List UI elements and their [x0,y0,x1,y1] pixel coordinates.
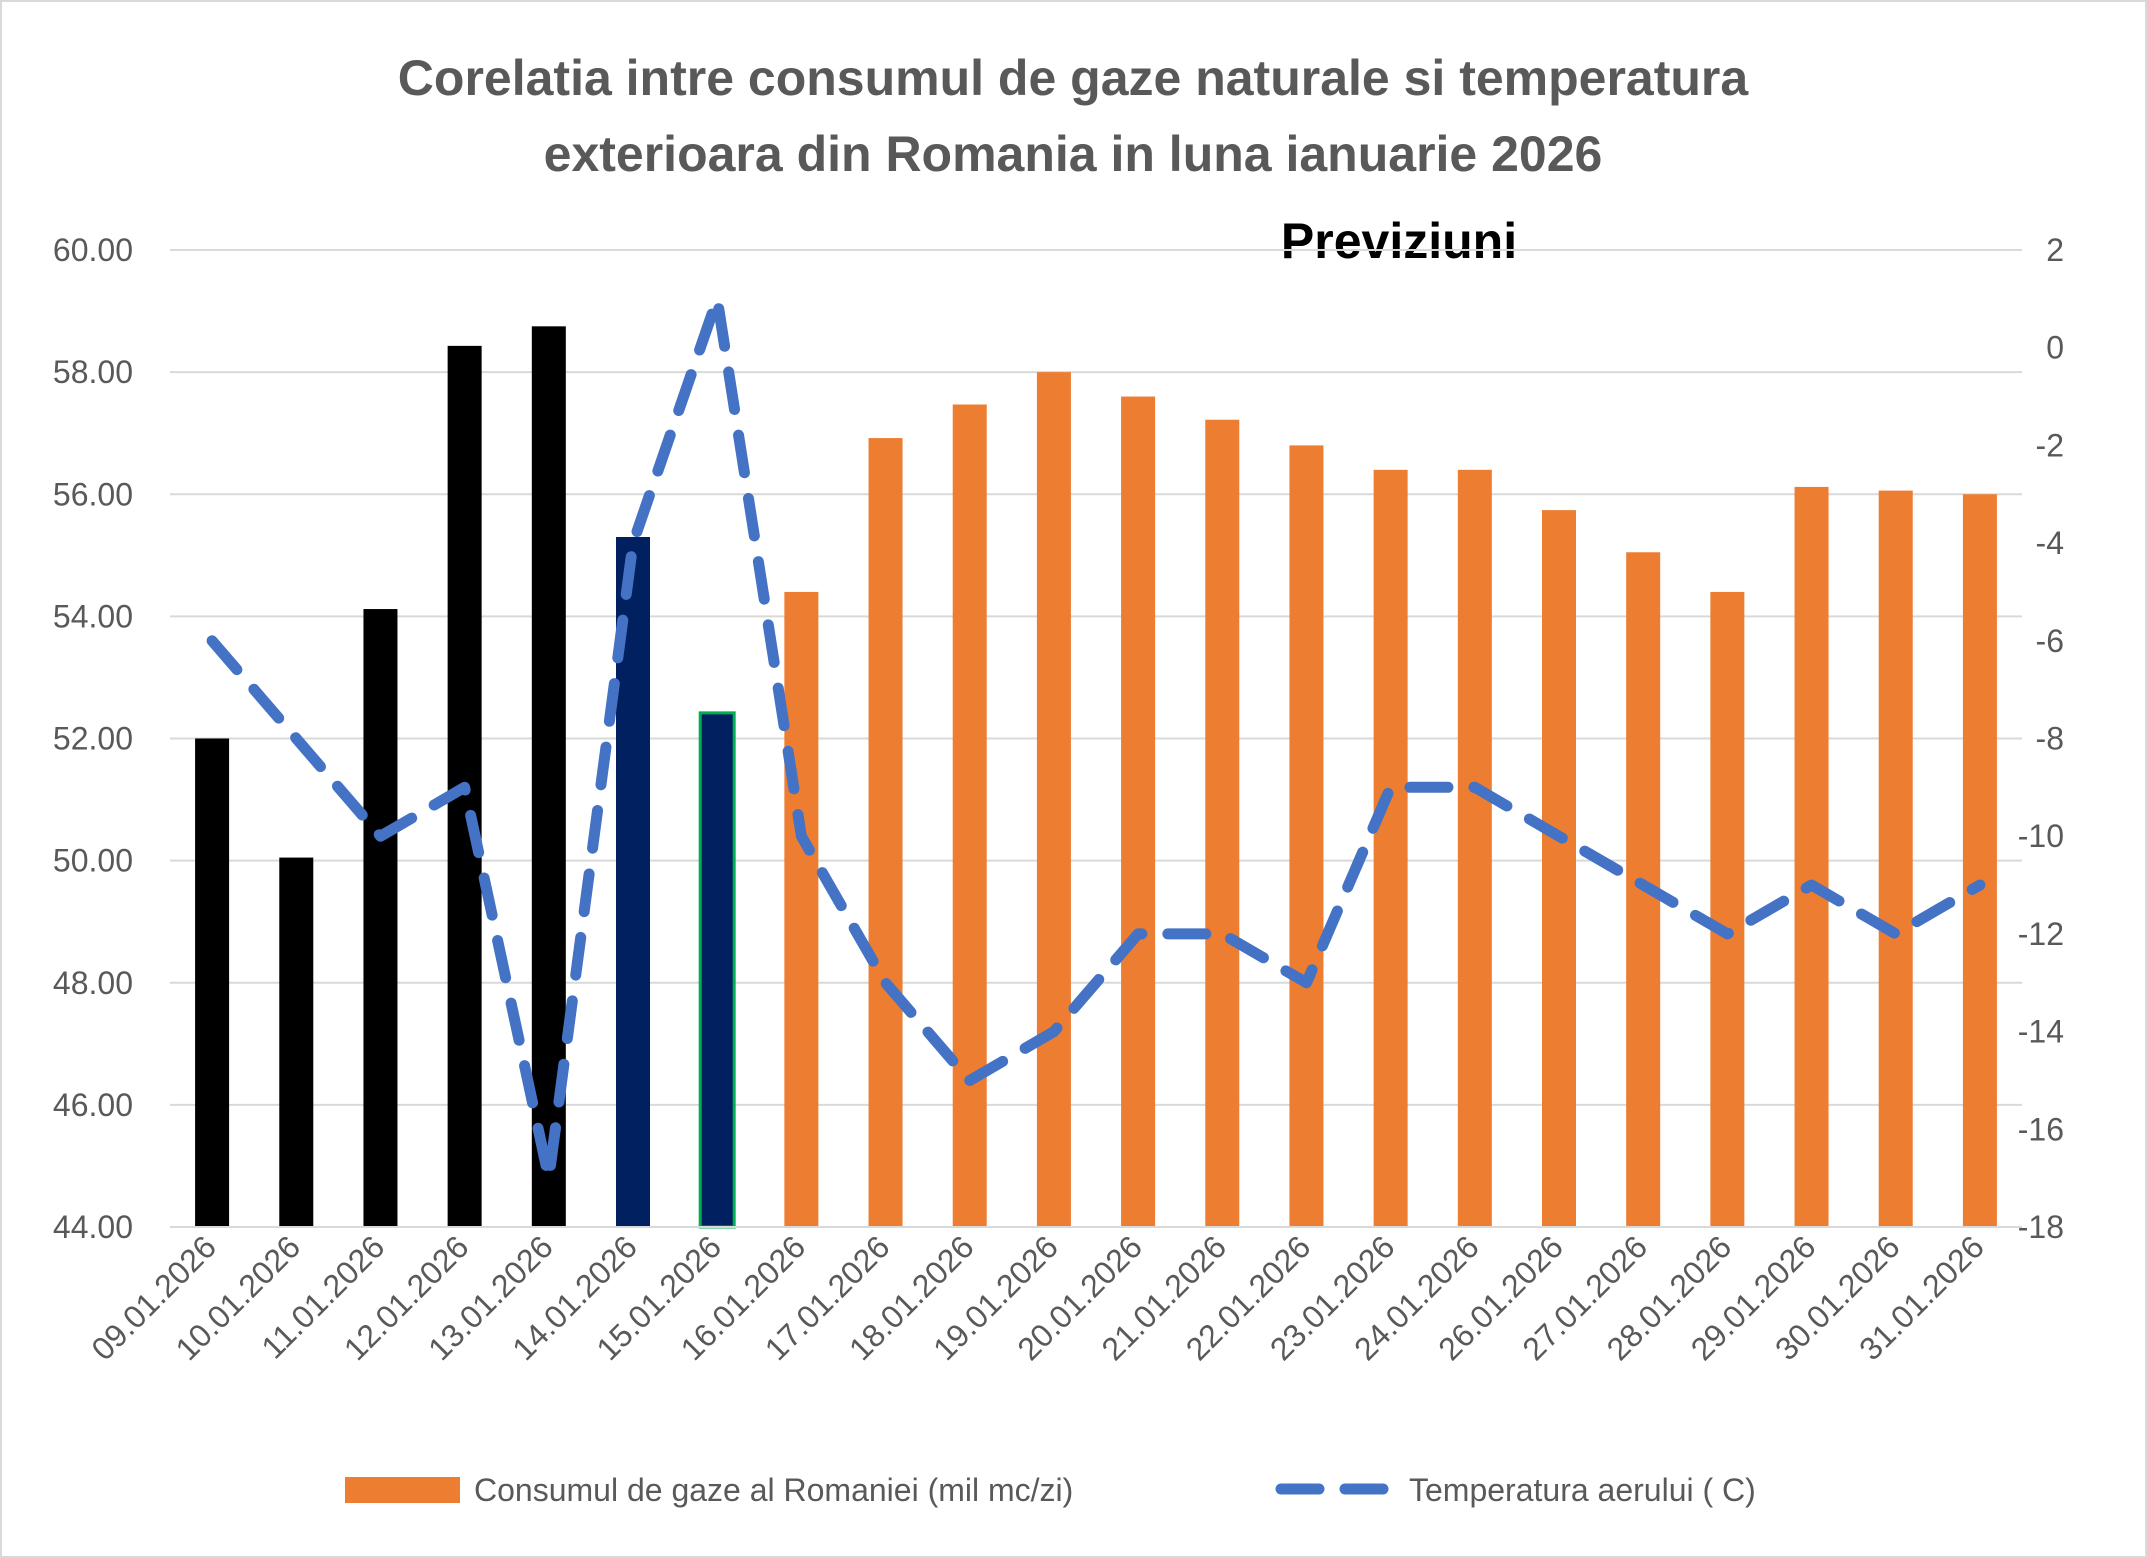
right-axis-tick-label: -16 [2018,1111,2064,1147]
bar-20.01.2026 [1121,396,1156,1227]
right-axis-tick-label: -2 [2036,427,2064,463]
chart-title-line-2: exterioara din Romania in luna ianuarie … [544,126,1603,182]
right-axis-tick-label: -6 [2036,623,2064,659]
bar-29.01.2026 [1794,486,1829,1227]
right-axis-tick-label: -8 [2036,721,2064,757]
left-axis-tick-label: 48.00 [53,965,133,1001]
left-axis-tick-label: 60.00 [53,232,133,268]
temperature-series-line [206,293,1986,1184]
temperature-line-layer [206,293,1986,1184]
legend-label-consumption: Consumul de gaze al Romaniei (mil mc/zi) [474,1472,1073,1508]
bar-19.01.2026 [1036,372,1071,1227]
right-axis-tick-label: -18 [2018,1209,2064,1245]
bar-18.01.2026 [952,404,987,1227]
bar-09.01.2026 [195,738,230,1227]
legend-label-temperature: Temperatura aerului ( C) [1409,1472,1756,1508]
bar-17.01.2026 [868,438,903,1227]
bar-24.01.2026 [1457,469,1492,1227]
left-axis-tick-label: 46.00 [53,1087,133,1123]
right-axis-tick-label: -10 [2018,818,2064,854]
bars-layer [195,326,1997,1229]
bar-26.01.2026 [1542,510,1576,1228]
left-axis-tick-label: 56.00 [53,476,133,512]
right-axis-tick-label: -14 [2018,1014,2064,1050]
legend-swatch-consumption [345,1477,460,1503]
legend: Consumul de gaze al Romaniei (mil mc/zi)… [345,1472,1756,1508]
right-axis-tick-label: 2 [2046,232,2064,268]
bar-10.01.2026 [279,857,314,1227]
left-axis-tick-label: 52.00 [53,721,133,757]
bar-23.01.2026 [1373,469,1408,1227]
right-axis-tick-label: -4 [2036,525,2064,561]
bar-30.01.2026 [1878,490,1913,1227]
left-axis-tick-label: 58.00 [53,354,133,390]
right-axis-tick-label: -12 [2018,916,2064,952]
left-axis: 44.00 46.00 48.00 50.00 52.00 54.00 56.00 58.00… [53,232,133,1245]
chart-title-line-1: Corelatia intre consumul de gaze natural… [398,50,1750,106]
right-axis: -18 -16 -14 -12 -10 -8 -6 -4 -2 0 2 [2018,232,2064,1245]
left-axis-tick-label: 50.00 [53,843,133,879]
bar-11.01.2026 [363,609,398,1227]
forecast-annotation: Previziuni [1281,213,1517,269]
bar-28.01.2026 [1710,591,1745,1227]
bar-15.01.2026 [698,711,736,1229]
left-axis-tick-label: 44.00 [53,1209,133,1245]
bar-21.01.2026 [1205,419,1240,1227]
left-axis-tick-label: 54.00 [53,598,133,634]
bar-22.01.2026 [1289,445,1324,1227]
bar-16.01.2026 [784,591,819,1227]
right-axis-tick-label: 0 [2046,330,2064,366]
bar-31.01.2026 [1962,494,1997,1227]
